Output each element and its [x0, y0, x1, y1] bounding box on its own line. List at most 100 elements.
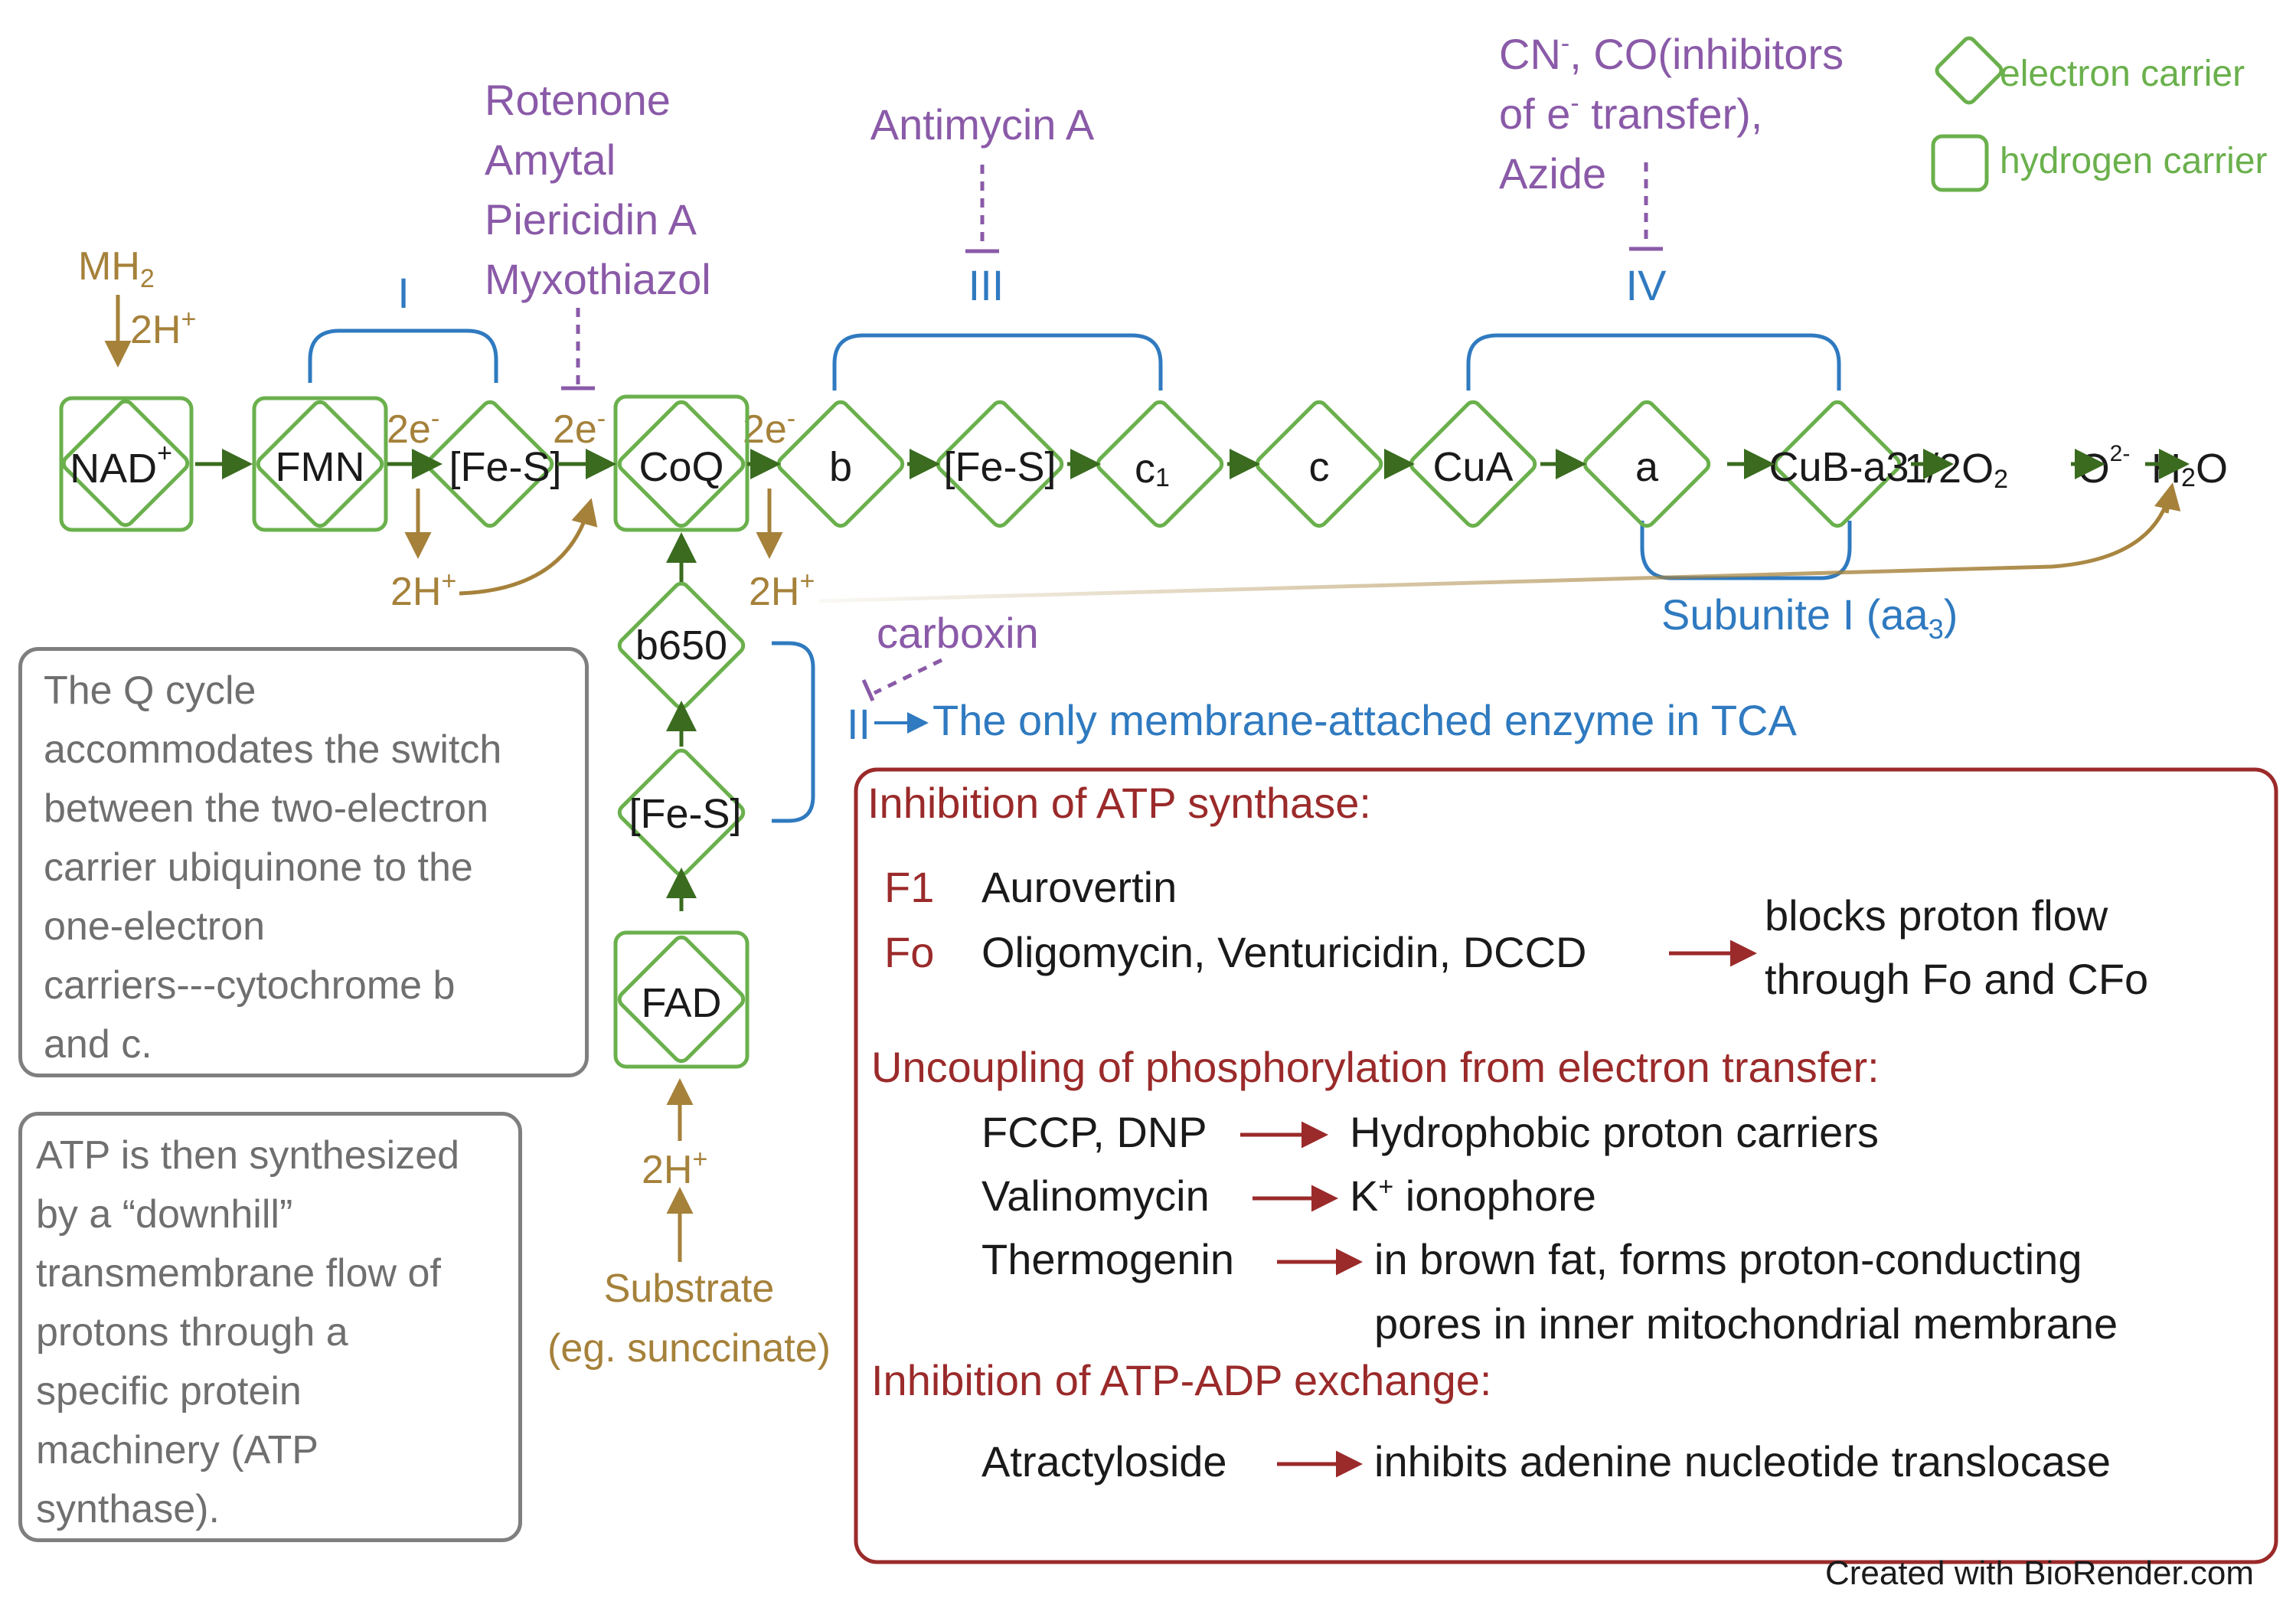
inhibitor-rotenone: Rotenone	[485, 76, 671, 124]
inhibitor-cn-co: CN-, CO(inhibitors	[1499, 29, 1844, 78]
f1-label: F1	[884, 863, 934, 911]
q-cycle-line: carriers---cytochrome b	[44, 963, 456, 1008]
node-fad: FAD	[613, 930, 750, 1069]
node-fes-complex-I: [Fe-S]	[426, 400, 562, 528]
inhibitor-carboxin: carboxin	[877, 609, 1039, 657]
legend-hydrogen-carrier: hydrogen carrier	[2000, 141, 2268, 181]
fo-effect-1: blocks proton flow	[1765, 891, 2108, 940]
node-cub-a3: CuB-a3	[1769, 400, 1909, 528]
atp-box-line: ATP is then synthesized	[36, 1133, 460, 1178]
c1-label: c1	[1135, 446, 1170, 492]
inhibitor-antimycin: Antimycin A	[870, 100, 1095, 149]
complex-I-bracket	[308, 328, 498, 383]
two-e-fmn: 2e-	[387, 404, 439, 452]
complex-IV-inhibitors: CN-, CO(inhibitors of e- transfer), Azid…	[1499, 29, 1844, 251]
node-cua: CuA	[1409, 400, 1537, 528]
legend-electron-carrier: electron carrier	[2000, 54, 2245, 94]
atp-box-line: specific protein	[36, 1369, 302, 1414]
o2-minus-label: O2-	[2078, 441, 2131, 492]
node-c: c	[1255, 400, 1383, 528]
red-box-frame	[854, 767, 2278, 1564]
credit-text: Created with BioRender.com	[1824, 1554, 2254, 1592]
complex-I-label: I	[397, 269, 410, 317]
fad-label: FAD	[641, 980, 721, 1026]
mh2-input: MH2 2H+	[78, 244, 196, 368]
heading-uncoupling: Uncoupling of phosphorylation from elect…	[871, 1043, 1880, 1091]
h2o-label: H2O	[2151, 446, 2228, 492]
fo-label: Fo	[884, 928, 934, 976]
substrate-example: (eg. sunccinate)	[547, 1326, 831, 1371]
atp-box-line: synthase).	[36, 1487, 220, 1531]
fes-complex-I-label: [Fe-S]	[449, 444, 561, 490]
coq-label: CoQ	[639, 444, 723, 490]
two-e-fes: 2e-	[553, 404, 606, 452]
atp-synthesis-box: ATP is then synthesized by a “downhill” …	[18, 1112, 522, 1542]
atp-box-line: transmembrane flow of	[36, 1251, 441, 1296]
complex-III-inhibitor: Antimycin A	[870, 100, 1095, 253]
complex-II-note: The only membrane-attached enzyme in TCA	[932, 696, 1797, 744]
node-fes-complex-III: [Fe-S]	[936, 400, 1064, 528]
substrate-2h: 2H+	[642, 1145, 707, 1192]
heading-atp-synthase: Inhibition of ATP synthase:	[867, 779, 1371, 827]
a-label: a	[1635, 444, 1659, 490]
valinomycin-agent: Valinomycin	[981, 1172, 1210, 1220]
heading-atp-adp: Inhibition of ATP-ADP exchange:	[871, 1356, 1491, 1404]
2h-out-complex-I: 2H+	[390, 567, 456, 614]
node-fmn: FMN	[252, 396, 388, 532]
complex-III-bracket	[832, 333, 1163, 391]
q-cycle-box: The Q cycle accommodates the switch betw…	[18, 647, 589, 1077]
node-b: b	[776, 400, 905, 528]
thermogenin-effect-2: pores in inner mitochondrial membrane	[1374, 1299, 2118, 1348]
subunit-label: Subunite I (aa3)	[1661, 590, 1958, 645]
subunit-I-bracket	[1640, 521, 1852, 580]
complex-II-bracket	[772, 641, 815, 823]
mh2-label: MH2	[78, 244, 155, 293]
node-coq: CoQ	[613, 394, 750, 532]
q-cycle-line: between the two-electron	[44, 786, 489, 831]
thermogenin-effect-1: in brown fat, forms proton-conducting	[1374, 1235, 2082, 1283]
fes-complex-II-label: [Fe-S]	[629, 791, 741, 837]
node-c1: c1	[1096, 400, 1224, 528]
q-cycle-line: and c.	[44, 1022, 152, 1067]
atractyloside-agent: Atractyloside	[981, 1437, 1227, 1485]
complex-brackets	[308, 328, 1852, 823]
red-box-content: Inhibition of ATP synthase: F1 Auroverti…	[867, 779, 2148, 1485]
hydrogen-carrier-legend-icon	[1931, 134, 1989, 192]
atp-box-line: machinery (ATP	[36, 1428, 318, 1472]
inhibitor-myxothiazol: Myxothiazol	[485, 255, 711, 303]
biorender-credit: Created with BioRender.com	[1825, 1554, 2254, 1593]
complex-III-label: III	[968, 261, 1004, 309]
half-o2-label: 1/2O2	[1904, 446, 2008, 494]
node-a: a	[1582, 400, 1711, 528]
complex-IV-bracket	[1466, 333, 1841, 391]
inhibitor-e-transfer: of e- transfer),	[1499, 89, 1762, 138]
fccp-effect: Hydrophobic proton carriers	[1350, 1108, 1879, 1156]
atp-box-line: by a “downhill”	[36, 1192, 293, 1237]
q-cycle-line: The Q cycle	[44, 668, 256, 713]
complex-II-inhibitor: carboxin	[861, 609, 1039, 702]
inhibitor-azide: Azide	[1499, 149, 1606, 198]
thermogenin-agent: Thermogenin	[981, 1235, 1234, 1283]
atractyloside-effect: inhibits adenine nucleotide translocase	[1374, 1437, 2111, 1485]
two-e-coq: 2e-	[743, 404, 795, 452]
q-cycle-line: carrier ubiquinone to the	[44, 845, 473, 890]
fmn-label: FMN	[276, 444, 365, 490]
cub-a3-label: CuB-a3	[1769, 444, 1909, 490]
f1-agent: Aurovertin	[981, 863, 1177, 911]
fes-complex-III-label: [Fe-S]	[943, 444, 1056, 490]
c-label: c	[1309, 444, 1330, 490]
complex-II-label: II	[847, 700, 870, 748]
legend: electron carrier hydrogen carrier	[1931, 36, 2268, 192]
q-cycle-line: one-electron	[44, 904, 266, 949]
electron-flow-arrows	[195, 449, 2190, 911]
mh2-2h-label: 2H+	[130, 305, 196, 352]
2h-out-coq: 2H+	[749, 567, 815, 614]
b650-label: b650	[635, 623, 727, 668]
electron-carrier-legend-icon	[1935, 36, 2004, 105]
node-fes-complex-II: [Fe-S]	[617, 748, 746, 877]
b-label: b	[829, 444, 852, 490]
cua-label: CuA	[1432, 444, 1513, 490]
atp-box-line: protons through a	[36, 1310, 348, 1355]
valinomycin-effect: K+ ionophore	[1350, 1172, 1596, 1220]
